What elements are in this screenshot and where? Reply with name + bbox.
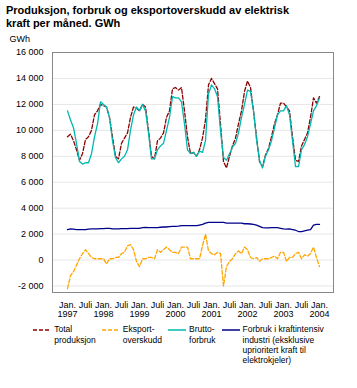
svg-text:Juli: Juli (151, 300, 165, 310)
svg-text:Jan.2003: Jan.2003 (273, 300, 293, 319)
html-text:Brutto- forbruk: Brutto- forbruk (189, 324, 216, 345)
svg-text:16 000: 16 000 (16, 48, 44, 58)
svg-text:Juli: Juli (187, 300, 201, 310)
svg-text:Juli: Juli (79, 300, 93, 310)
svg-text:-2 000: -2 000 (18, 281, 44, 291)
svg-text:Jan.1998: Jan.1998 (93, 300, 113, 319)
html-text:Eksport- overskudd: Eksport- overskudd (122, 324, 162, 345)
svg-text:Jan.2004: Jan.2004 (309, 300, 329, 319)
svg-text:Juli: Juli (259, 300, 273, 310)
html-text:Forbruk i kraftintensiv indust: Forbruk i kraftintensiv industri (eksklu… (242, 324, 324, 365)
svg-text:Juli: Juli (115, 300, 129, 310)
svg-text:2 000: 2 000 (21, 229, 44, 239)
svg-text:GWh: GWh (10, 34, 31, 44)
svg-text:Jan.2002: Jan.2002 (237, 300, 257, 319)
svg-text:Jan.2001: Jan.2001 (201, 300, 221, 319)
html-text:Produksjon, forbruk og eksport: Produksjon, forbruk og eksportoverskudd … (6, 4, 289, 30)
html-text:Total produksjon: Total produksjon (54, 324, 96, 345)
svg-text:0: 0 (38, 255, 43, 265)
svg-text:Jan.2000: Jan.2000 (165, 300, 185, 319)
svg-text:Jan.1997: Jan.1997 (57, 300, 77, 319)
svg-text:Jan.1999: Jan.1999 (129, 300, 149, 319)
svg-text:6 000: 6 000 (21, 177, 44, 187)
svg-text:Juli: Juli (295, 300, 309, 310)
svg-text:12 000: 12 000 (16, 100, 44, 110)
svg-text:8 000: 8 000 (21, 152, 44, 162)
svg-text:10 000: 10 000 (16, 126, 44, 136)
svg-text:14 000: 14 000 (16, 74, 44, 84)
svg-text:Juli: Juli (223, 300, 237, 310)
svg-text:4 000: 4 000 (21, 203, 44, 213)
